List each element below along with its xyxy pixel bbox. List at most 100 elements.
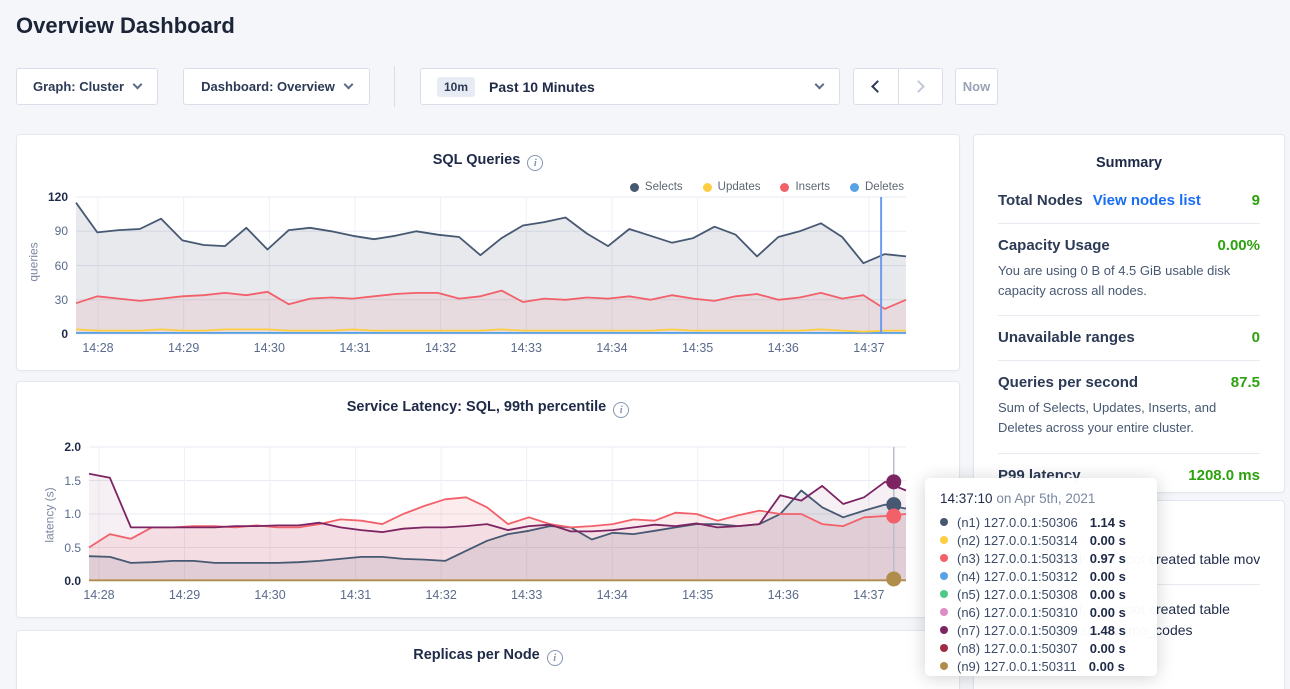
tooltip-date: on Apr 5th, 2021 [993, 491, 1096, 506]
tooltip-node-address: (n4) 127.0.0.1:50312 [957, 569, 1078, 584]
series-dot-icon [940, 554, 948, 562]
legend-item-updates[interactable]: Updates [703, 181, 761, 193]
dashboard-dropdown[interactable]: Dashboard: Overview [183, 68, 370, 105]
x-tick-label: 14:29 [162, 341, 206, 355]
legend-dot-icon [850, 183, 859, 192]
summary-row-value: 87.5 [1231, 374, 1260, 391]
tooltip-node-value: 0.00 s [1090, 641, 1126, 656]
tooltip-node-address: (n9) 127.0.0.1:50311 [957, 659, 1077, 674]
x-tick-label: 14:29 [163, 588, 207, 602]
tooltip-node-value: 0.00 s [1090, 533, 1126, 548]
time-step-buttons [853, 68, 943, 105]
tooltip-node-value: 1.48 s [1090, 623, 1126, 638]
legend-label: Inserts [795, 181, 830, 193]
series-dot-icon [940, 536, 948, 544]
tooltip-node-row: (n5) 127.0.0.1:503080.00 s [940, 585, 1142, 603]
latency-hover-tooltip: 14:37:10 on Apr 5th, 2021 (n1) 127.0.0.1… [925, 478, 1157, 676]
y-tick-label: 1.5 [41, 474, 81, 488]
series-dot-icon [940, 590, 948, 598]
tooltip-node-row: (n4) 127.0.0.1:50312 0.00 s [940, 567, 1142, 585]
time-range-picker[interactable]: 10m Past 10 Minutes [420, 68, 840, 105]
tooltip-time: 14:37:10 [940, 491, 993, 506]
summary-row-label: Queries per second [998, 374, 1138, 391]
latency-panel: Service Latency: SQL, 99th percentilei 0… [16, 381, 960, 618]
series-dot-icon [940, 662, 948, 670]
sql-y-axis-label: queries [27, 242, 41, 281]
tooltip-node-value: 0.00 s [1090, 569, 1126, 584]
tooltip-node-value: 0.00 s [1089, 659, 1125, 674]
summary-row: Unavailable ranges0 [998, 315, 1260, 360]
tooltip-node-row: (n6) 127.0.0.1:50310 0.00 s [940, 603, 1142, 621]
tooltip-node-row: (n2) 127.0.0.1:50314 0.00 s [940, 531, 1142, 549]
chevron-down-icon [343, 80, 353, 90]
summary-row-label: Total Nodes [998, 192, 1083, 209]
legend-item-deletes[interactable]: Deletes [850, 181, 904, 193]
dashboard-dropdown-label: Dashboard: Overview [201, 79, 335, 94]
x-tick-label: 14:35 [676, 588, 720, 602]
summary-row-value: 0 [1252, 329, 1260, 346]
y-tick-label: 0.0 [41, 574, 81, 588]
x-tick-label: 14:32 [419, 341, 463, 355]
tooltip-node-value: 0.00 s [1090, 605, 1126, 620]
tooltip-timestamp: 14:37:10 on Apr 5th, 2021 [940, 491, 1142, 506]
info-icon[interactable]: i [527, 155, 543, 171]
y-tick-label: 120 [28, 190, 68, 204]
y-tick-label: 0 [28, 327, 68, 341]
graph-dropdown[interactable]: Graph: Cluster [16, 68, 158, 105]
tooltip-node-row: (n7) 127.0.0.1:503091.48 s [940, 621, 1142, 639]
chevron-right-icon [912, 80, 925, 93]
x-tick-label: 14:37 [847, 588, 891, 602]
info-icon[interactable]: i [613, 402, 629, 418]
chevron-down-icon [133, 80, 143, 90]
summary-row-description: Sum of Selects, Updates, Inserts, and De… [998, 398, 1260, 438]
x-tick-label: 14:30 [247, 341, 291, 355]
summary-title: Summary [998, 135, 1260, 179]
overview-dashboard-page: Overview Dashboard Graph: Cluster Dashbo… [0, 0, 1290, 689]
chevron-down-icon [815, 80, 825, 90]
now-button[interactable]: Now [955, 68, 998, 105]
sql-queries-title-text: SQL Queries [433, 152, 521, 168]
x-tick-label: 14:32 [419, 588, 463, 602]
replicas-title-text: Replicas per Node [413, 647, 540, 663]
tooltip-node-value: 0.00 s [1090, 587, 1126, 602]
x-tick-label: 14:31 [334, 588, 378, 602]
latency-chart[interactable] [89, 447, 906, 581]
x-tick-label: 14:34 [590, 341, 634, 355]
legend-label: Selects [645, 181, 683, 193]
y-tick-label: 90 [28, 224, 68, 238]
x-tick-label: 14:34 [590, 588, 634, 602]
chevron-left-icon [871, 80, 884, 93]
replicas-title: Replicas per Node i [17, 647, 959, 666]
summary-panel: Summary Total NodesView nodes list9Capac… [973, 134, 1285, 493]
x-tick-label: 14:36 [761, 341, 805, 355]
time-forward-button[interactable] [898, 69, 943, 104]
legend-item-selects[interactable]: Selects [630, 181, 683, 193]
x-tick-label: 14:28 [77, 588, 121, 602]
view-nodes-list-link[interactable]: View nodes list [1093, 192, 1201, 209]
series-dot-icon [940, 572, 948, 580]
summary-row: Capacity Usage0.00%You are using 0 B of … [998, 223, 1260, 315]
y-tick-label: 30 [28, 293, 68, 307]
legend-dot-icon [703, 183, 712, 192]
summary-rows: Total NodesView nodes list9Capacity Usag… [998, 179, 1260, 498]
page-title: Overview Dashboard [16, 13, 235, 39]
x-tick-label: 14:31 [333, 341, 377, 355]
tooltip-node-address: (n6) 127.0.0.1:50310 [957, 605, 1078, 620]
tooltip-node-value: 1.14 s [1090, 515, 1126, 530]
sql-queries-legend: Selects Updates Inserts Deletes [630, 181, 904, 193]
replicas-panel: Replicas per Node i [16, 630, 960, 689]
tooltip-node-address: (n8) 127.0.0.1:50307 [957, 641, 1078, 656]
summary-row: Queries per second 87.5 Sum of Selects, Up… [998, 360, 1260, 452]
sql-queries-panel: SQL Queries i Selects Updates Inserts Delete… [16, 134, 960, 371]
legend-item-inserts[interactable]: Inserts [780, 181, 830, 193]
sql-queries-chart[interactable] [76, 197, 906, 334]
tooltip-node-value: 0.97 s [1090, 551, 1126, 566]
tooltip-node-address: (n2) 127.0.0.1:50314 [957, 533, 1078, 548]
x-tick-label: 14:30 [248, 588, 292, 602]
legend-dot-icon [780, 183, 789, 192]
time-back-button[interactable] [854, 69, 898, 104]
tooltip-node-row: (n9) 127.0.0.1:50311 0.00 s [940, 657, 1142, 675]
info-icon[interactable]: i [547, 650, 563, 666]
x-tick-label: 14:35 [676, 341, 720, 355]
tooltip-node-address: (n1) 127.0.0.1:50306 [957, 515, 1078, 530]
